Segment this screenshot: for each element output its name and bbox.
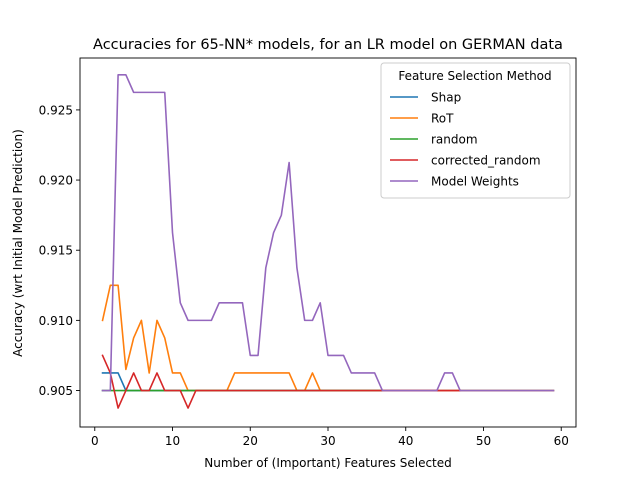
x-tick-label: 20 [243,434,258,448]
plot-area [79,57,577,428]
x-tick-label: 0 [91,434,99,448]
legend-label: corrected_random [431,154,541,168]
x-axis-label: Number of (Important) Features Selected [204,456,452,470]
legend-box [380,62,571,199]
y-tick-label: 0.925 [39,103,73,117]
legend-title: Feature Selection Method [398,69,551,83]
y-tick-label: 0.920 [39,174,73,188]
x-tick-label: 40 [398,434,413,448]
legend-label: RoT [431,112,454,126]
chart-title: Accuracies for 65-NN* models, for an LR … [93,37,563,53]
legend-label: Shap [431,91,461,105]
x-tick-label: 60 [554,434,569,448]
x-tick-label: 30 [320,434,335,448]
legend-entries: Shap RoT random corrected_random Model Weigh… [390,91,541,189]
legend-label: random [431,133,478,147]
y-tick-label: 0.905 [39,384,73,398]
y-tick-label: 0.910 [39,314,73,328]
legend-label: Model Weights [431,175,519,189]
series-line-model-weights [101,74,555,392]
x-tick-label: 50 [476,434,491,448]
series-lines [101,74,555,409]
legend: Feature Selection Method Shap RoT random co… [380,62,571,199]
y-tick-label: 0.915 [39,244,73,258]
y-axis-ticks: 0.905 0.910 0.915 0.920 0.925 [39,103,80,398]
x-axis-ticks: 0 10 20 30 40 50 60 [91,427,569,448]
x-tick-label: 10 [165,434,180,448]
y-axis-label: Accuracy (wrt Initial Model Prediction) [11,129,25,357]
